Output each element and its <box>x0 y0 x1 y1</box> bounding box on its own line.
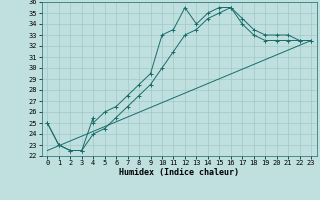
X-axis label: Humidex (Indice chaleur): Humidex (Indice chaleur) <box>119 168 239 177</box>
